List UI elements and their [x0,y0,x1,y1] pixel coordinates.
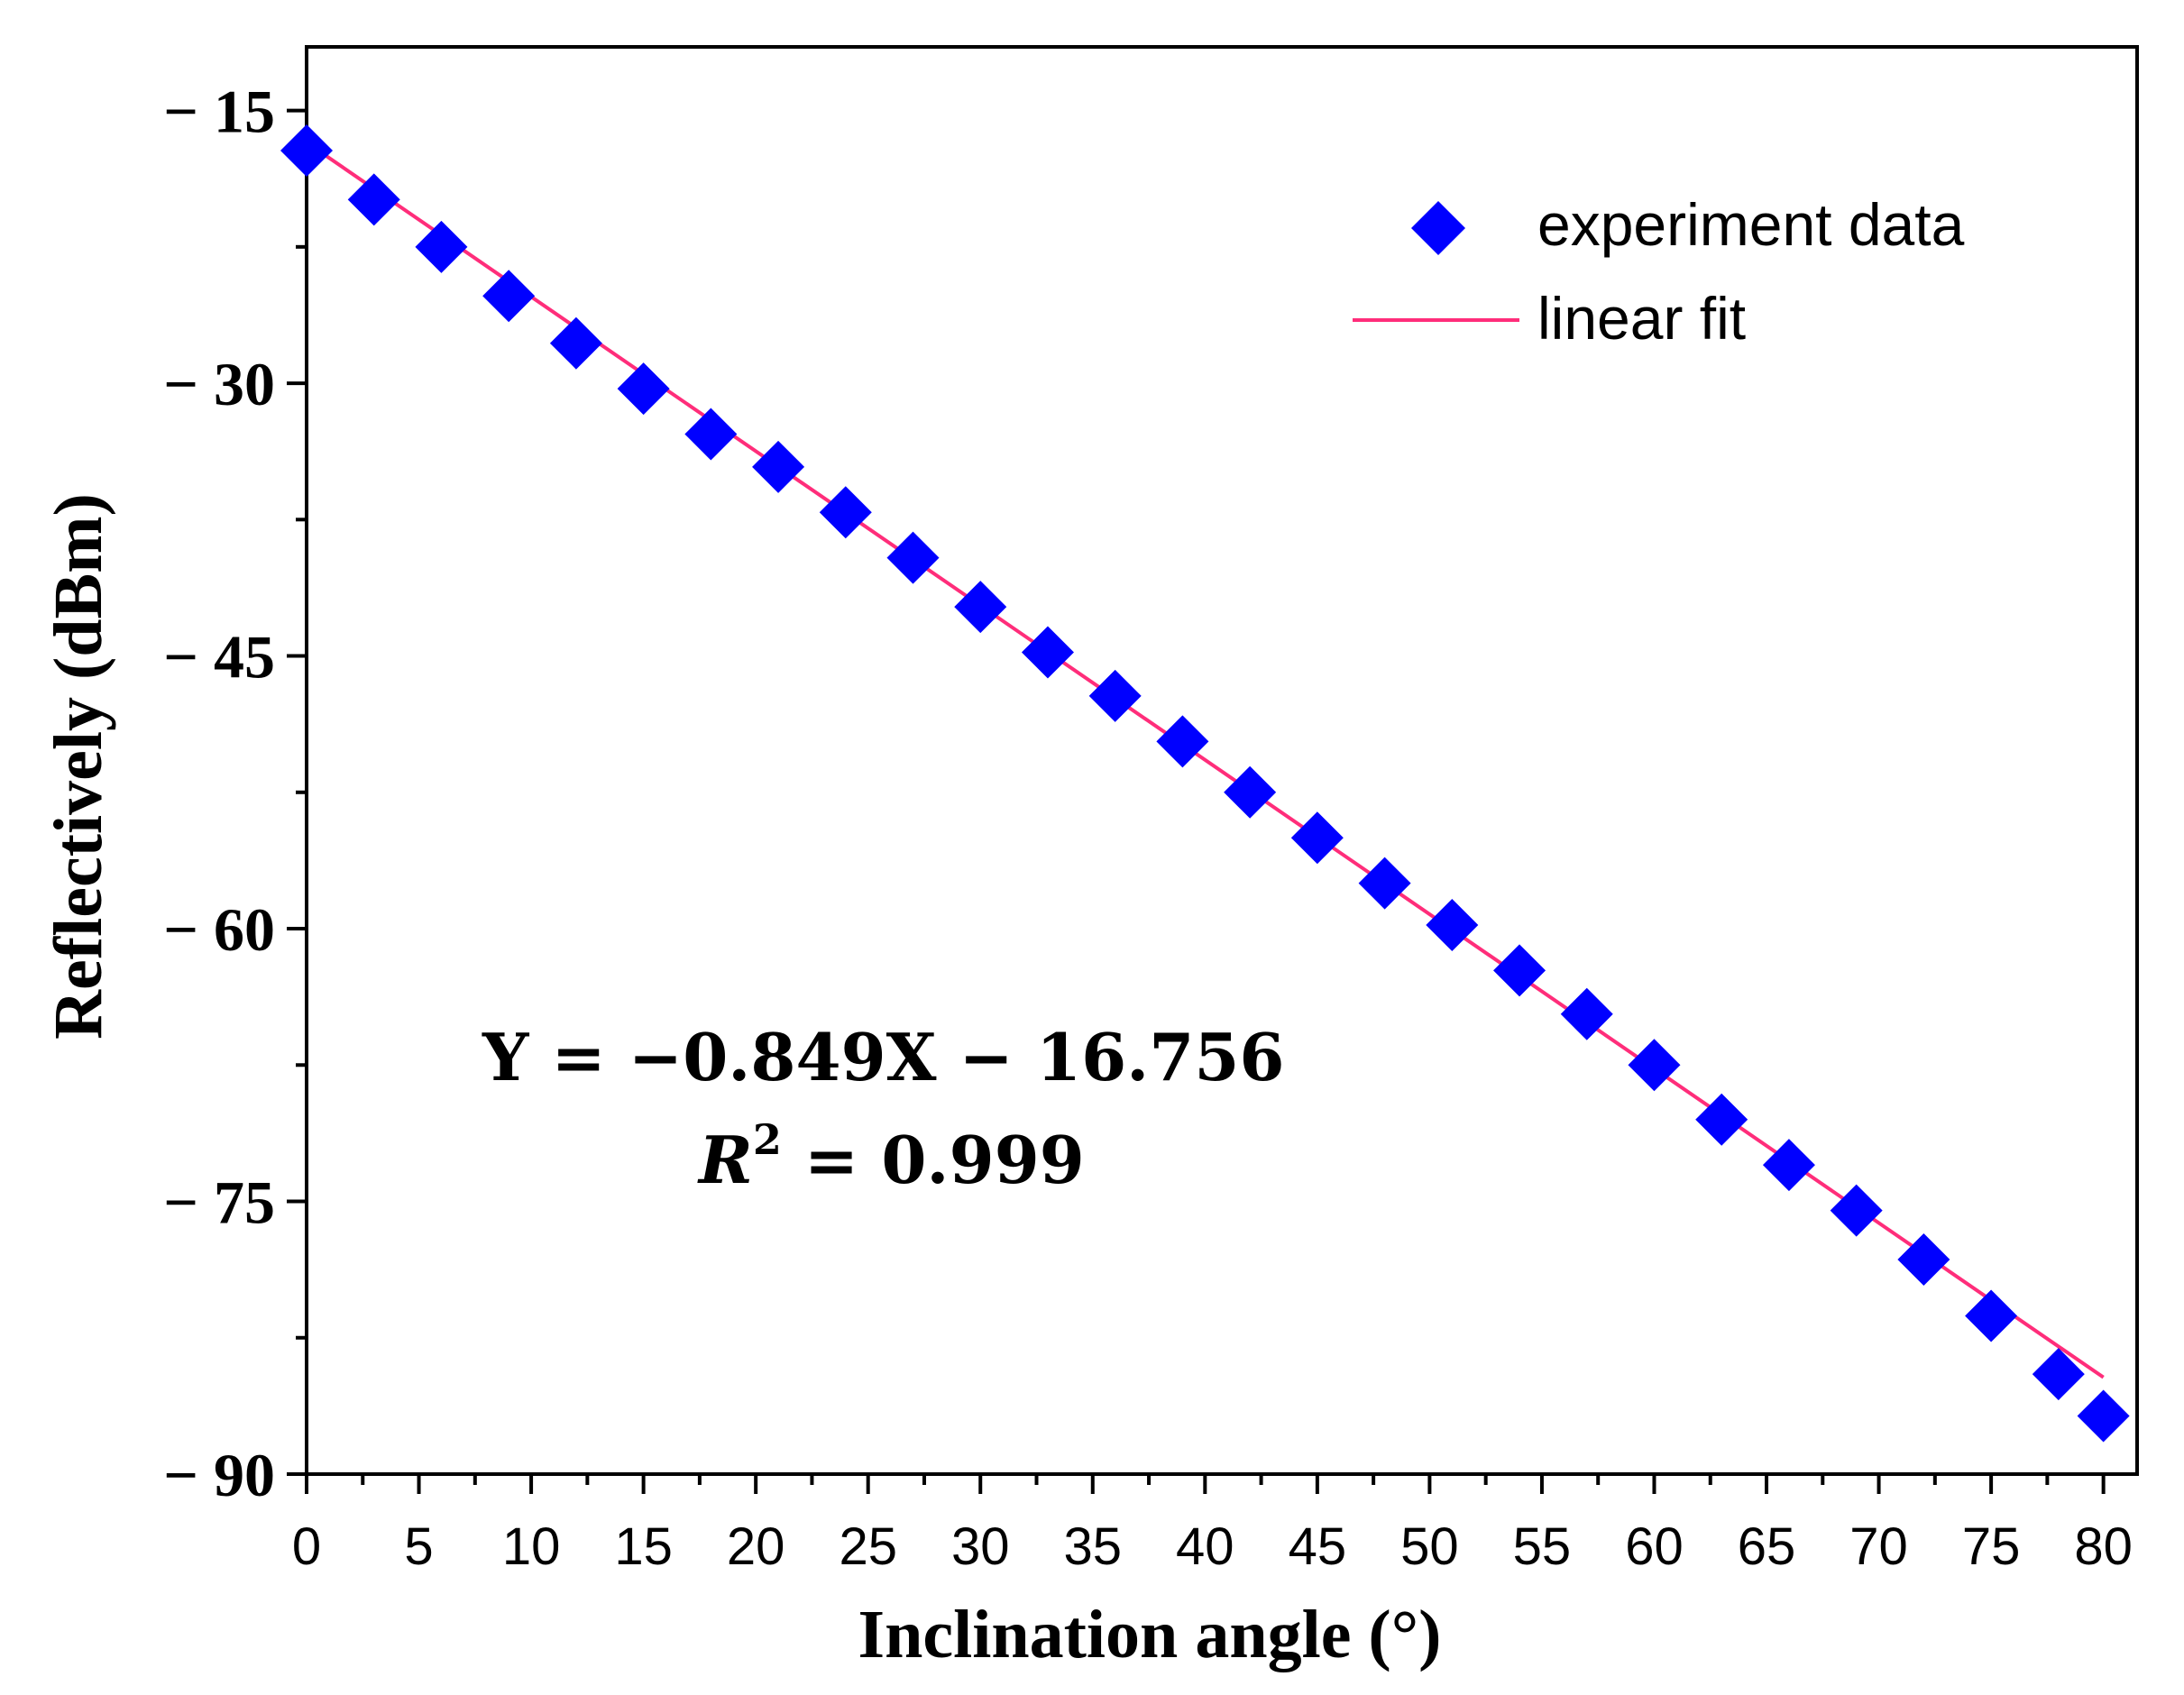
x-tick-label: 70 [1849,1517,1908,1576]
y-tick-label: − 75 [163,1168,275,1237]
data-point-diamond [1695,1093,1748,1146]
legend: experiment data linear fit [1353,191,1965,352]
data-point-diamond [617,362,670,416]
data-point-diamond [684,408,738,461]
legend-experiment-data-label: experiment data [1537,191,1965,258]
x-tick-label: 75 [1962,1517,2021,1576]
y-tick-label: − 15 [163,78,275,146]
data-point-diamond [1897,1233,1950,1287]
r-squared: R2 = 0.999 [697,1115,1085,1198]
legend-diamond-marker [1411,201,1465,255]
x-tick-label: 5 [404,1517,433,1576]
data-point-diamond [1493,944,1546,997]
r-squared-symbol: R [697,1122,753,1198]
data-point-diamond [347,173,400,226]
experiment-data-points [280,124,2130,1443]
x-tick-label: 0 [292,1517,321,1576]
y-tick-label: − 60 [163,895,275,964]
y-axis-tick-labels: − 15 − 30 − 45 − 60 − 75 − 90 [163,78,275,1509]
data-point-diamond [1156,715,1209,768]
r-squared-exponent: 2 [753,1115,782,1164]
data-point-diamond [1762,1139,1815,1192]
x-tick-label: 40 [1176,1517,1234,1576]
x-tick-label: 10 [502,1517,561,1576]
data-point-diamond [1628,1039,1681,1092]
y-axis-ticks [287,108,307,1476]
data-point-diamond [1560,987,1613,1040]
x-tick-label: 65 [1738,1517,1796,1576]
x-tick-label: 55 [1513,1517,1572,1576]
data-point-diamond [1290,811,1344,865]
x-axis-ticks [305,1474,2106,1494]
x-tick-label: 45 [1289,1517,1347,1576]
data-point-diamond [482,270,536,323]
data-point-diamond [415,220,468,273]
r-squared-value: = 0.999 [782,1122,1085,1198]
data-point-diamond [1224,765,1277,819]
fit-equation: Y = −0.849X − 16.756 [482,1019,1285,1095]
y-tick-label: − 30 [163,350,275,418]
data-point-diamond [1426,898,1479,951]
x-tick-label: 30 [951,1517,1010,1576]
x-tick-label: 50 [1400,1517,1459,1576]
x-tick-label: 60 [1625,1517,1684,1576]
data-point-diamond [1965,1289,2018,1342]
data-point-diamond [752,440,805,493]
y-tick-label: − 45 [163,623,275,692]
data-point-diamond [2077,1389,2130,1443]
x-tick-label: 80 [2074,1517,2133,1576]
data-point-diamond [2032,1348,2085,1401]
x-tick-label: 20 [727,1517,785,1576]
y-tick-label: − 90 [163,1441,275,1509]
legend-linear-fit-label: linear fit [1537,285,1746,352]
data-point-diamond [1358,857,1411,910]
plot-frame [305,45,2139,1476]
data-point-diamond [886,531,940,584]
x-tick-label: 35 [1064,1517,1123,1576]
data-point-diamond [549,316,602,370]
data-point-diamond [1021,626,1074,679]
x-tick-label: 15 [614,1517,673,1576]
data-point-diamond [1830,1184,1883,1237]
data-point-diamond [1088,669,1142,722]
x-axis-tick-labels: 0 5 10 15 20 25 30 35 40 45 50 55 60 65 70 75 80 [292,1517,2133,1576]
x-tick-label: 25 [839,1517,897,1576]
data-point-diamond [280,124,333,177]
data-point-diamond [819,486,872,539]
data-point-diamond [954,581,1007,634]
y-axis-title: Reflectively (dBm) [41,493,116,1040]
x-axis-title: Inclination angle (°) [858,1597,1442,1672]
